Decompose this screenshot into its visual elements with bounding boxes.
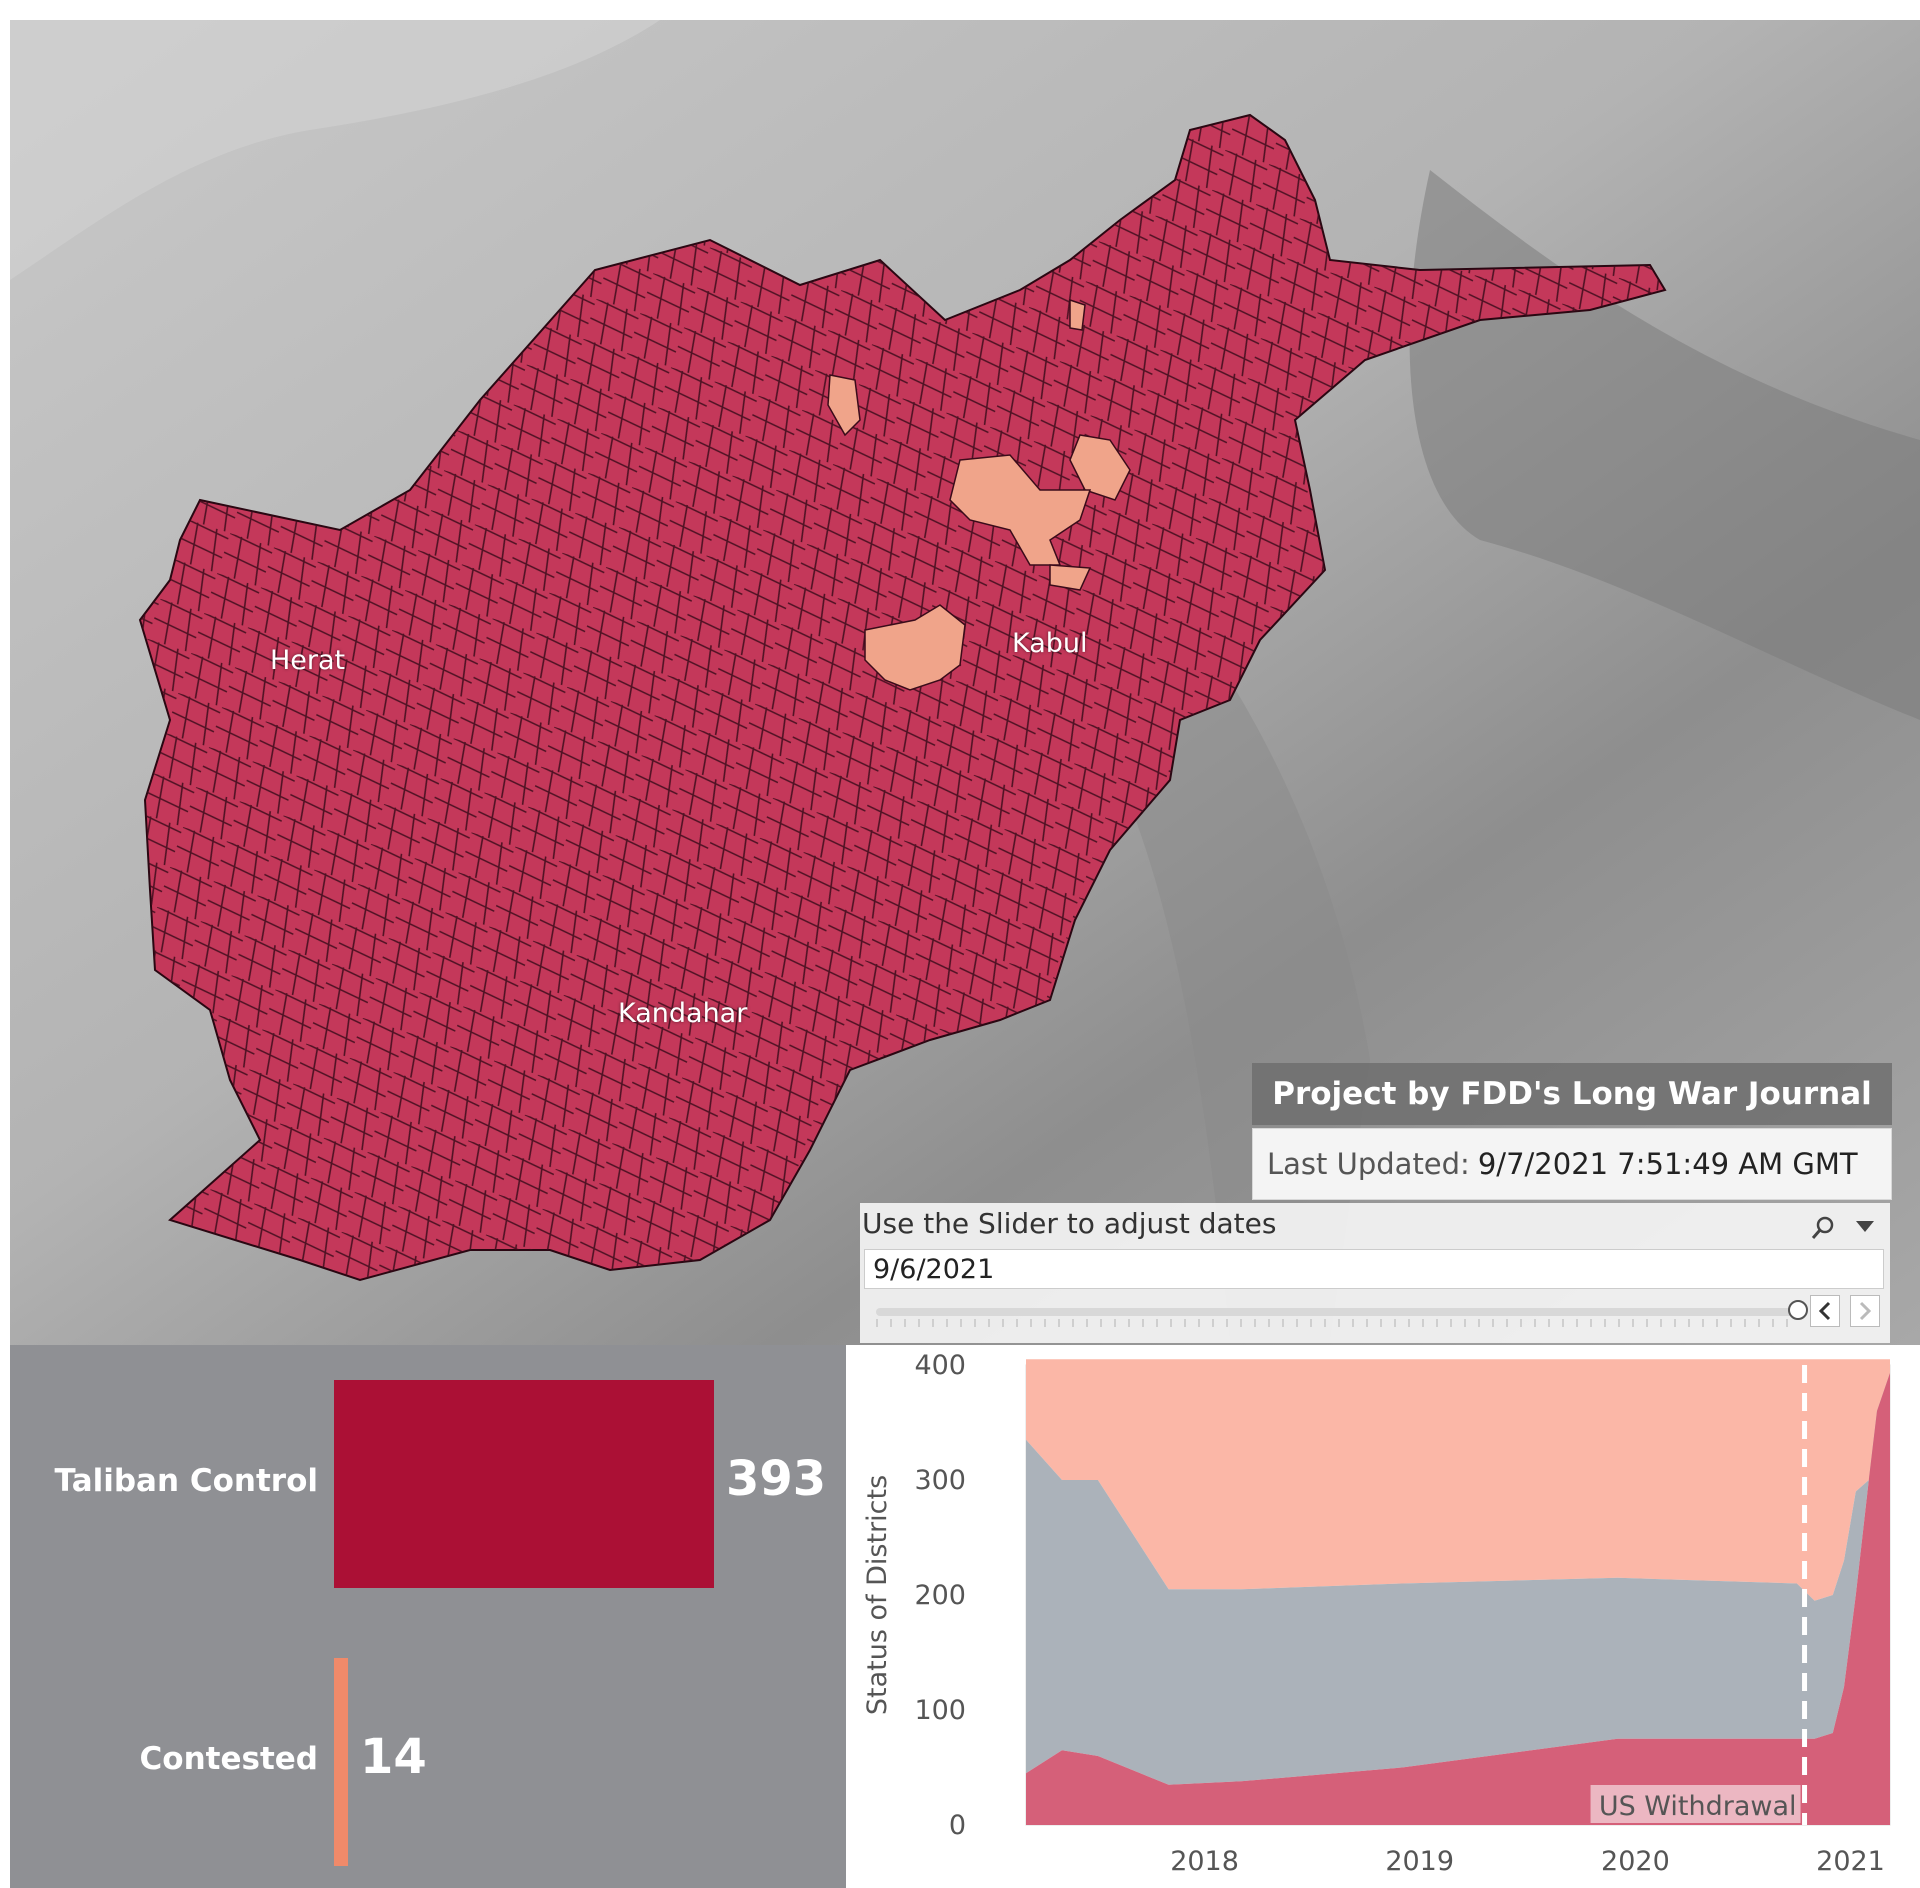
y-tick-label: 100 xyxy=(914,1695,966,1726)
bar-contested[interactable] xyxy=(334,1658,348,1866)
last-updated: Last Updated: 9/7/2021 7:51:49 AM GMT xyxy=(1252,1128,1892,1200)
slider-ticks xyxy=(876,1319,1798,1327)
search-icon[interactable] xyxy=(1808,1213,1838,1243)
bar-label-taliban-control: Taliban Control xyxy=(54,1463,318,1499)
bar-label-contested: Contested xyxy=(139,1741,318,1777)
slider-prev-button[interactable] xyxy=(1810,1295,1840,1327)
contested-district[interactable] xyxy=(949,454,1092,566)
x-tick-label: 2018 xyxy=(1170,1846,1239,1877)
bar-value-taliban-control: 393 xyxy=(726,1451,827,1507)
last-updated-label: Last Updated: xyxy=(1267,1147,1470,1181)
annotation-background xyxy=(1590,1785,1801,1823)
contested-district[interactable] xyxy=(1049,564,1092,591)
slider-next-button[interactable] xyxy=(1850,1295,1880,1327)
us-withdrawal-label: US Withdrawal xyxy=(1599,1791,1797,1822)
x-tick-label: 2019 xyxy=(1385,1846,1454,1877)
slider-track[interactable] xyxy=(876,1308,1798,1316)
y-axis-label: Status of Districts xyxy=(862,1475,893,1715)
project-credit: Project by FDD's Long War Journal xyxy=(1252,1063,1892,1125)
area-chart-svg: US Withdrawal 0 100 200 300 400 2018 2019 2020 20… xyxy=(862,1350,1891,1877)
x-tick-label: 2020 xyxy=(1601,1846,1670,1877)
y-tick-label: 200 xyxy=(914,1580,966,1611)
terrain-ridge xyxy=(10,20,660,280)
city-label-herat: Herat xyxy=(270,645,346,676)
x-tick-label: 2021 xyxy=(1816,1846,1885,1877)
city-label-kandahar: Kandahar xyxy=(618,998,748,1029)
contested-district[interactable] xyxy=(827,374,861,437)
contested-district[interactable] xyxy=(864,604,966,691)
contested-district[interactable] xyxy=(1069,434,1131,501)
area-series-0 xyxy=(1026,1373,1890,1825)
y-tick-label: 400 xyxy=(914,1350,966,1381)
last-updated-value: 9/7/2021 7:51:49 AM GMT xyxy=(1477,1147,1858,1181)
date-input[interactable] xyxy=(864,1249,1884,1289)
bar-taliban-control[interactable] xyxy=(334,1380,714,1588)
city-label-kabul: Kabul xyxy=(1012,628,1088,659)
chevron-down-icon[interactable] xyxy=(1856,1221,1874,1232)
chevron-right-icon xyxy=(1859,1301,1872,1321)
y-tick-label: 0 xyxy=(949,1810,966,1841)
y-tick-label: 300 xyxy=(914,1465,966,1496)
status-bar-chart: Taliban Control 393 Contested 14 xyxy=(10,1345,846,1888)
area-series-2 xyxy=(1026,1359,1890,1601)
slider-thumb[interactable] xyxy=(1788,1300,1808,1320)
area-series-1 xyxy=(1026,1373,1890,1785)
contested-district[interactable] xyxy=(1069,298,1086,331)
date-slider-panel: Use the Slider to adjust dates xyxy=(860,1203,1890,1343)
chevron-left-icon xyxy=(1818,1301,1831,1321)
districts-area-chart: US Withdrawal 0 100 200 300 400 2018 2019 2020 20… xyxy=(846,1345,1920,1888)
bar-value-contested: 14 xyxy=(360,1729,427,1785)
slider-title: Use the Slider to adjust dates xyxy=(862,1207,1277,1240)
